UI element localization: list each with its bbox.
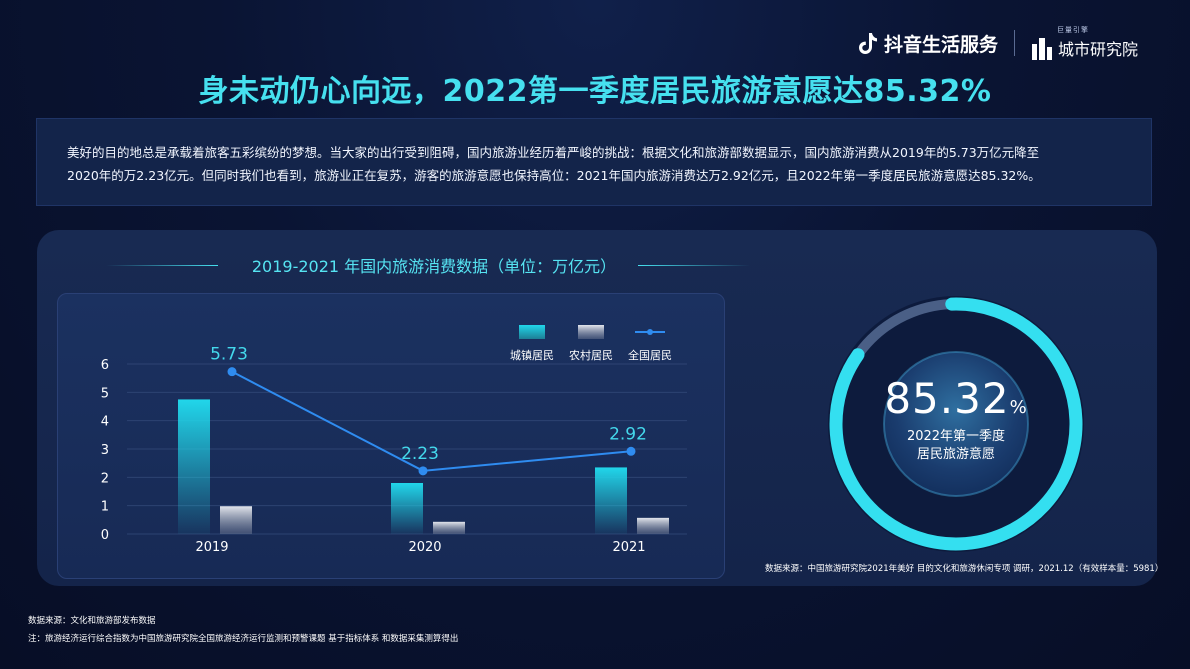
y-tick-label: 5 — [101, 386, 109, 401]
legend-label: 全国居民 — [628, 348, 672, 362]
ring-value-number: 85.32 — [884, 374, 1010, 423]
legend-label: 农村居民 — [569, 348, 613, 362]
footer-note: 注：旅游经济运行综合指数为中国旅游研究院全国旅游经济运行监测和预警课题 基于指标… — [28, 634, 459, 644]
logo2-small-text: 巨量引擎 — [1056, 25, 1089, 34]
ring-center: 85.32% 2022年第一季度 居民旅游意愿 — [822, 290, 1090, 558]
y-tick-label: 3 — [101, 443, 109, 458]
national-point-2020 — [418, 466, 428, 476]
x-tick-label: 2020 — [408, 540, 441, 555]
city-institute-logo: 巨量引擎 城市研究院 — [1031, 25, 1138, 60]
intro-box: 美好的目的地总是承载着旅客五彩缤纷的梦想。当大家的出行受到阻碍，国内旅游业经历着… — [36, 118, 1152, 206]
bar-rural-2020 — [433, 521, 465, 534]
y-tick-label: 0 — [101, 528, 109, 543]
national-data-label: 2.92 — [609, 424, 647, 444]
national-data-label: 2.23 — [401, 444, 439, 464]
x-tick-label: 2019 — [195, 540, 228, 555]
y-tick-label: 4 — [101, 415, 109, 430]
logo1-text: 抖音生活服务 — [883, 33, 998, 56]
y-tick-label: 6 — [101, 358, 109, 373]
legend-swatch — [519, 325, 545, 339]
chart-title-row: 2019-2021 年国内旅游消费数据（单位：万亿元） — [66, 253, 750, 277]
footer-source: 数据来源：文化和旅游部发布数据 — [28, 616, 156, 626]
bar-urban-2021 — [595, 467, 627, 534]
ring-label: 2022年第一季度 居民旅游意愿 — [822, 428, 1090, 464]
bar-line-chart: 0 1 2 3 4 5 6 2019 2020 2021 5.73 2.23 2.92 城镇居民 农村… — [101, 325, 687, 555]
national-point-2021 — [626, 446, 636, 456]
national-point-2019 — [227, 367, 237, 377]
ring-value: 85.32% — [822, 374, 1090, 423]
legend-point-swatch — [647, 329, 653, 335]
ring-progress-arc — [829, 297, 1083, 551]
douyin-note-icon — [858, 33, 877, 54]
chart-title-line-right — [638, 265, 750, 266]
y-tick-label: 1 — [101, 500, 109, 515]
legend-label: 城镇居民 — [510, 348, 554, 362]
bar-rural-2021 — [637, 517, 669, 534]
ring-svg — [828, 296, 1084, 552]
bar-urban-2019 — [178, 399, 210, 534]
ring-label-line1: 2022年第一季度 — [906, 429, 1006, 444]
intro-line-1: 美好的目的地总是承载着旅客五彩缤纷的梦想。当大家的出行受到阻碍，国内旅游业经历着… — [67, 145, 1040, 160]
ring-inner-disc — [883, 351, 1029, 497]
header-logos: 抖音生活服务 巨量引擎 城市研究院 — [858, 26, 1138, 60]
chart-title: 2019-2021 年国内旅游消费数据（单位：万亿元） — [251, 257, 617, 276]
ring-value-unit: % — [1009, 397, 1028, 418]
ring-source-note: 数据来源：中国旅游研究院2021年美好 目的文化和旅游休闲专项 调研，2021.… — [765, 564, 1164, 574]
national-data-label: 5.73 — [210, 345, 248, 365]
ring-label-line2: 居民旅游意愿 — [916, 447, 995, 462]
building-icon — [1031, 37, 1052, 60]
douyin-logo: 抖音生活服务 — [858, 30, 998, 57]
logo2-text: 城市研究院 — [1057, 39, 1138, 59]
page-title: 身未动仍心向远，2022第一季度居民旅游意愿达85.32% — [198, 74, 992, 109]
legend-swatch — [578, 325, 604, 339]
intent-ring: 85.32% 2022年第一季度 居民旅游意愿 — [822, 290, 1090, 558]
bar-urban-2020 — [391, 483, 423, 534]
y-tick-label: 2 — [101, 471, 109, 486]
x-tick-label: 2021 — [612, 540, 645, 555]
bar-rural-2019 — [220, 506, 252, 534]
intro-line-2: 2020年的万2.23亿元。但同时我们也看到，旅游业正在复苏，游客的旅游意愿也保… — [67, 168, 1041, 183]
logo-divider — [1013, 30, 1015, 56]
chart-title-line-left — [106, 265, 218, 266]
